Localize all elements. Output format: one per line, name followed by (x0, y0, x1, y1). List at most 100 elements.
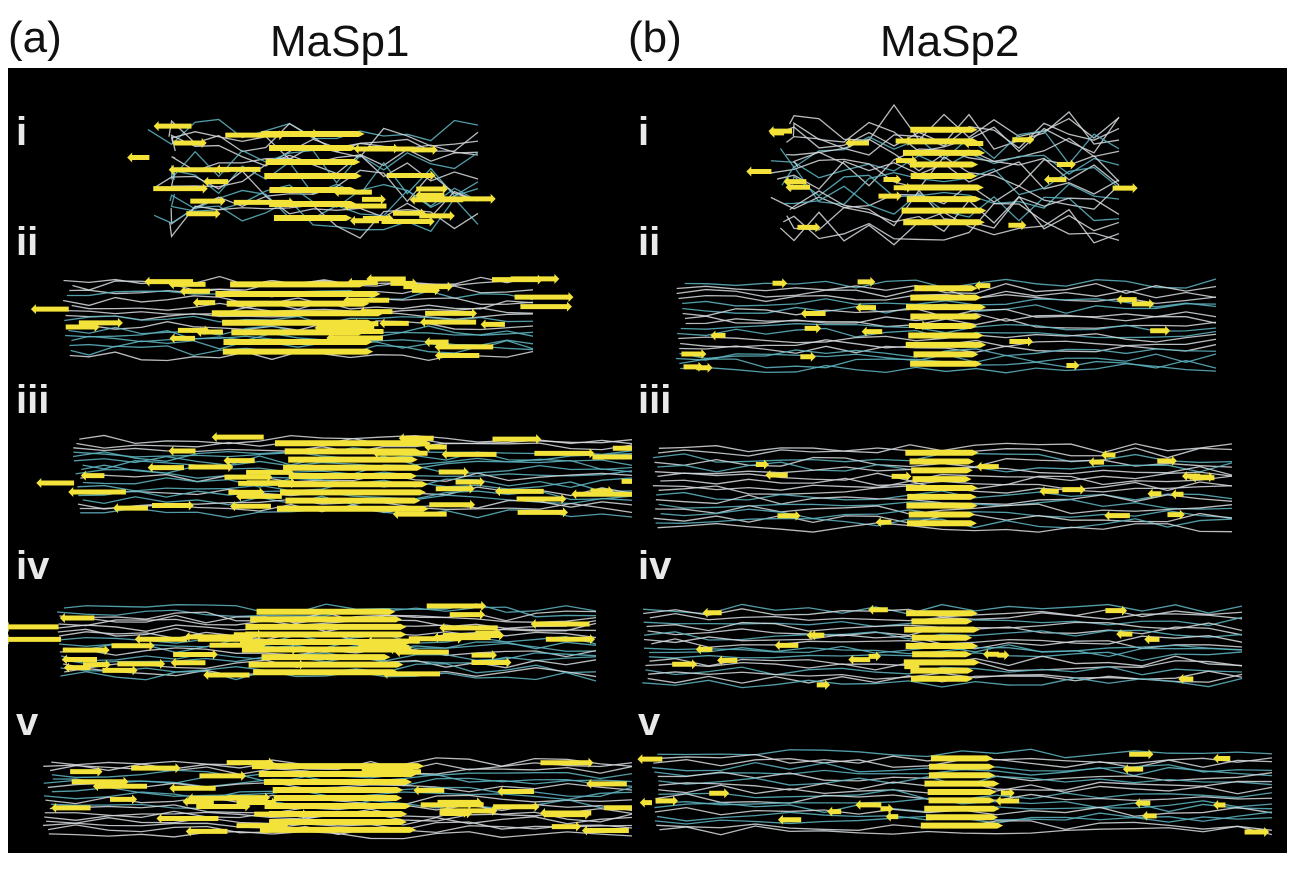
beta-strand-arrow (173, 138, 207, 149)
beta-strand-arrow (875, 517, 892, 528)
beta-strand-arrow (1213, 753, 1231, 764)
coil-strand (56, 606, 597, 618)
beta-strand-arrow (63, 662, 91, 673)
panel-a-title: MaSp1 (270, 17, 410, 66)
beta-sheet-core (930, 755, 994, 762)
beta-strand-arrow (1101, 450, 1116, 461)
coil-strand (655, 518, 1233, 529)
beta-strand-arrow (8, 634, 62, 645)
beta-strand-arrow (772, 278, 788, 289)
beta-strand-arrow (346, 277, 378, 288)
beta-sheet-core (913, 351, 979, 358)
beta-strand-arrow (681, 349, 707, 360)
coil-strand (147, 118, 479, 146)
beta-sheet-core (908, 511, 976, 518)
beta-strand-arrow (510, 273, 560, 284)
beta-strand-arrow (571, 489, 633, 500)
beta-strand-arrow (70, 766, 103, 777)
panel-b-image: i ii iii iv v (632, 68, 1287, 853)
beta-strand-arrow (514, 292, 574, 303)
beta-sheet-core (269, 145, 357, 151)
beta-sheet-core (908, 332, 984, 339)
beta-strand-arrow (434, 341, 494, 352)
beta-strand-arrow (151, 500, 194, 511)
beta-sheet-core (211, 310, 385, 317)
beta-sheet-core (276, 505, 430, 512)
beta-strand-arrow (156, 813, 219, 824)
beta-sheet-core (924, 780, 1000, 787)
beta-strand-arrow (800, 308, 826, 319)
beta-strand-arrow (637, 754, 663, 765)
beta-strand-arrow (203, 669, 250, 680)
beta-strand-arrow (30, 304, 69, 315)
beta-strand-arrow (388, 644, 412, 655)
beta-strand-arrow (777, 510, 801, 521)
beta-strand-arrow (173, 649, 218, 660)
beta-strand-arrow (111, 640, 155, 651)
beta-strand-arrow (544, 809, 591, 820)
beta-strand-arrow (226, 757, 274, 768)
beta-strand-arrow (1131, 298, 1155, 309)
beta-sheet-core (907, 520, 977, 527)
beta-strand-arrow (880, 803, 894, 814)
beta-sheet-core (910, 360, 982, 367)
stage-label-a-iv: iv (16, 544, 50, 588)
beta-sheet-core (222, 319, 374, 326)
stage-label-b-i: i (638, 110, 650, 154)
masp2-structure-4 (642, 603, 1243, 690)
beta-strand-arrow (1039, 486, 1059, 497)
coil-strand (770, 184, 1120, 210)
beta-sheet-core (905, 341, 987, 348)
beta-strand-arrow (695, 644, 713, 655)
beta-strand-arrow (382, 668, 440, 679)
beta-strand-arrow (783, 176, 807, 187)
beta-strand-arrow (379, 318, 409, 329)
beta-strand-arrow (908, 320, 928, 331)
beta-sheet-core (905, 643, 979, 649)
beta-strand-arrow (765, 469, 788, 480)
beta-strand-arrow (717, 655, 738, 666)
beta-strand-arrow (1009, 336, 1033, 347)
masp2-structure-1 (746, 103, 1138, 246)
beta-strand-arrow (800, 351, 816, 362)
beta-strand-arrow (997, 650, 1010, 661)
beta-sheet-core (903, 219, 985, 226)
beta-strand-arrow (134, 634, 187, 645)
beta-strand-arrow (68, 487, 126, 498)
beta-strand-arrow (177, 325, 210, 336)
panel-b-title: MaSp2 (880, 17, 1020, 66)
beta-strand-arrow (80, 470, 105, 481)
beta-strand-arrow (755, 459, 769, 470)
coil-strand (676, 282, 1217, 295)
beta-sheet-core (910, 126, 978, 133)
coil-strand (155, 169, 479, 203)
panel-a-image: i ii iii iv v (8, 68, 640, 853)
beta-strand-arrow (434, 350, 480, 361)
beta-sheet-core (907, 493, 977, 500)
beta-strand-arrow (1129, 749, 1154, 760)
beta-strand-arrow (61, 654, 98, 665)
beta-strand-arrow (655, 795, 678, 806)
coil-strand (63, 306, 534, 315)
beta-strand-arrow (197, 634, 254, 645)
beta-strand-arrow (203, 176, 229, 187)
beta-strand-arrow (530, 619, 590, 630)
coil-strand (792, 116, 1120, 154)
beta-strand-arrow (746, 166, 772, 177)
beta-strand-arrow (51, 802, 91, 813)
coil-strand (790, 174, 1120, 209)
beta-strand-arrow (1178, 674, 1194, 685)
beta-strand-arrow (1244, 826, 1270, 837)
beta-strand-arrow (425, 308, 478, 319)
beta-sheet-core (222, 348, 374, 355)
coil-strand (60, 670, 597, 682)
beta-strand-arrow (186, 208, 221, 219)
beta-strand-arrow (810, 630, 825, 641)
beta-strand-arrow (102, 665, 138, 676)
beta-strand-arrow (1167, 509, 1185, 520)
beta-strand-arrow (1056, 159, 1076, 170)
beta-sheet-core (903, 659, 981, 666)
beta-strand-arrow (1150, 325, 1171, 336)
beta-strand-arrow (169, 783, 216, 794)
beta-strand-arrow (1134, 798, 1151, 809)
